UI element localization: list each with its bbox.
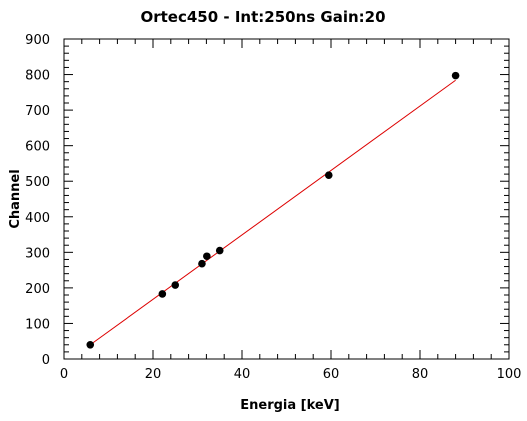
x-tick-label: 60 — [323, 367, 340, 382]
y-tick-label: 200 — [25, 282, 50, 297]
y-axis-label: Channel — [8, 169, 23, 228]
plot-area — [63, 38, 510, 360]
y-tick-label: 800 — [25, 69, 50, 84]
data-point — [198, 259, 206, 268]
y-tick-label: 300 — [25, 246, 50, 261]
x-tick-label: 0 — [60, 367, 68, 382]
x-tick-label: 80 — [412, 367, 429, 382]
data-point — [451, 71, 460, 80]
y-tick-label: 0 — [42, 353, 50, 368]
y-tick-label: 600 — [25, 140, 50, 155]
y-tick-label: 400 — [25, 211, 50, 226]
data-point — [203, 252, 211, 261]
x-tick-label: 20 — [145, 367, 162, 382]
y-tick-label: 500 — [25, 175, 50, 190]
chart-title: Ortec450 - Int:250ns Gain:20 — [140, 8, 385, 26]
x-axis-label: Energia [keV] — [240, 398, 339, 413]
fit-line — [89, 79, 456, 346]
x-tick-label: 100 — [497, 367, 522, 382]
y-tick-label: 900 — [25, 33, 50, 48]
data-point — [215, 246, 224, 255]
fit-line-group — [89, 79, 456, 346]
plot-frame — [63, 38, 510, 360]
data-point — [158, 290, 167, 298]
data-point — [324, 171, 333, 179]
axis-ticks — [63, 38, 510, 360]
y-tick-label: 100 — [25, 317, 50, 332]
tick-labels: 0 20 40 60 80 100 0 100 200 300 400 500 600 700 800 900 — [25, 33, 521, 382]
data-point — [171, 281, 180, 289]
x-tick-label: 40 — [234, 367, 251, 382]
data-points — [86, 71, 460, 349]
y-tick-label: 700 — [25, 104, 50, 119]
data-point — [86, 340, 95, 349]
